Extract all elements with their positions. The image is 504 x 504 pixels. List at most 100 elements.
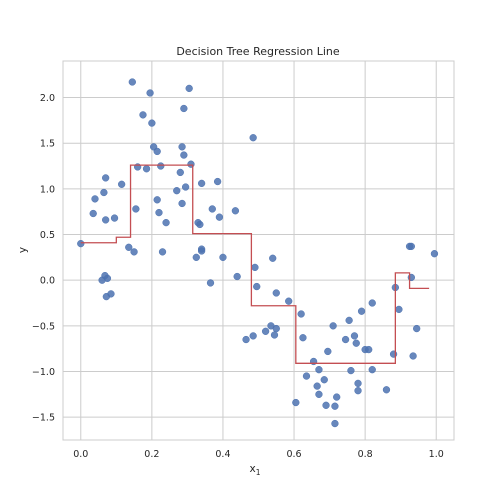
data-point xyxy=(261,327,270,335)
plot-frame xyxy=(62,60,455,441)
data-point xyxy=(162,218,170,227)
data-point xyxy=(107,290,115,298)
data-point xyxy=(208,205,216,213)
y-tick-label: −1.0 xyxy=(32,367,55,378)
y-tick-label: 0.0 xyxy=(40,276,55,287)
data-point xyxy=(178,199,186,208)
data-point xyxy=(197,247,206,255)
data-point xyxy=(197,179,206,188)
y-tick-label: 0.5 xyxy=(40,230,55,241)
data-point xyxy=(354,387,362,395)
data-point xyxy=(368,299,376,307)
data-point xyxy=(251,263,259,272)
data-point xyxy=(320,376,328,384)
data-point xyxy=(180,104,188,113)
data-point xyxy=(331,402,339,410)
data-point xyxy=(176,168,184,177)
x-axis-label-subscript: 1 xyxy=(256,468,261,477)
x-tick-label: 0.0 xyxy=(73,449,88,460)
data-point xyxy=(315,366,323,374)
data-point xyxy=(139,111,147,119)
y-tick-label: −0.5 xyxy=(32,321,55,332)
data-point xyxy=(297,310,305,318)
data-point xyxy=(253,282,261,291)
data-point xyxy=(155,208,163,217)
data-point xyxy=(77,240,85,248)
data-point xyxy=(395,305,403,314)
data-point xyxy=(231,207,240,215)
data-point xyxy=(219,253,227,261)
data-point xyxy=(322,401,330,409)
data-point xyxy=(341,335,350,344)
y-tick-label: −1.5 xyxy=(32,413,55,424)
data-point xyxy=(365,345,373,354)
data-point xyxy=(357,307,366,315)
data-point xyxy=(272,289,280,297)
data-point xyxy=(110,214,119,222)
data-point xyxy=(102,174,110,182)
data-point xyxy=(192,253,200,261)
data-point xyxy=(185,84,193,93)
grid xyxy=(63,61,454,440)
y-ticks: −1.5 −1.0 −0.5 0.0 0.5 1.0 1.5 2.0 xyxy=(32,93,55,424)
data-point xyxy=(302,372,311,380)
x-tick-label: 0.4 xyxy=(215,449,230,460)
data-point xyxy=(407,242,415,251)
data-point xyxy=(146,89,154,97)
data-point xyxy=(118,180,126,188)
data-point xyxy=(331,419,339,428)
data-point xyxy=(270,331,279,339)
data-point xyxy=(196,220,204,229)
data-point xyxy=(130,248,138,256)
data-point xyxy=(157,162,165,170)
data-point xyxy=(324,347,332,356)
data-point xyxy=(382,386,391,394)
data-point xyxy=(181,183,190,191)
data-point xyxy=(368,366,376,374)
x-tick-label: 0.2 xyxy=(144,449,159,460)
data-point xyxy=(269,254,277,262)
data-point xyxy=(352,339,360,347)
data-point xyxy=(299,334,307,342)
data-point xyxy=(102,216,110,224)
data-point xyxy=(329,322,337,330)
data-point xyxy=(132,205,140,213)
data-point xyxy=(206,279,215,287)
data-point xyxy=(242,335,250,344)
x-axis-label-main: x xyxy=(250,463,256,475)
x-ticks: 0.0 0.2 0.4 0.6 0.8 1.0 xyxy=(73,449,444,460)
y-tick-label: 1.0 xyxy=(40,184,55,195)
data-point xyxy=(128,78,136,86)
data-point xyxy=(354,379,362,388)
data-point xyxy=(148,119,156,127)
data-point xyxy=(215,213,224,221)
data-point xyxy=(100,188,108,197)
x-tick-label: 1.0 xyxy=(429,449,444,460)
data-point xyxy=(285,297,293,305)
data-point xyxy=(350,332,359,340)
data-point xyxy=(413,324,421,333)
y-tick-label: 1.5 xyxy=(40,139,55,150)
data-point xyxy=(345,316,353,325)
data-point xyxy=(430,250,439,258)
data-point xyxy=(89,209,97,218)
chart-title: Decision Tree Regression Line xyxy=(176,45,340,58)
data-point xyxy=(142,165,151,173)
data-point xyxy=(153,147,161,156)
data-point xyxy=(313,382,321,390)
data-point xyxy=(173,187,181,195)
data-point xyxy=(409,352,417,360)
data-point xyxy=(272,324,280,333)
data-point xyxy=(178,143,186,151)
data-point xyxy=(292,398,300,407)
data-point xyxy=(91,195,99,203)
data-point xyxy=(180,151,188,159)
x-tick-label: 0.6 xyxy=(286,449,301,460)
data-point xyxy=(103,274,112,283)
data-point xyxy=(213,177,222,186)
data-point xyxy=(153,196,161,204)
data-point xyxy=(233,272,241,281)
data-point xyxy=(158,248,167,256)
x-axis-label: x1 xyxy=(250,463,261,477)
